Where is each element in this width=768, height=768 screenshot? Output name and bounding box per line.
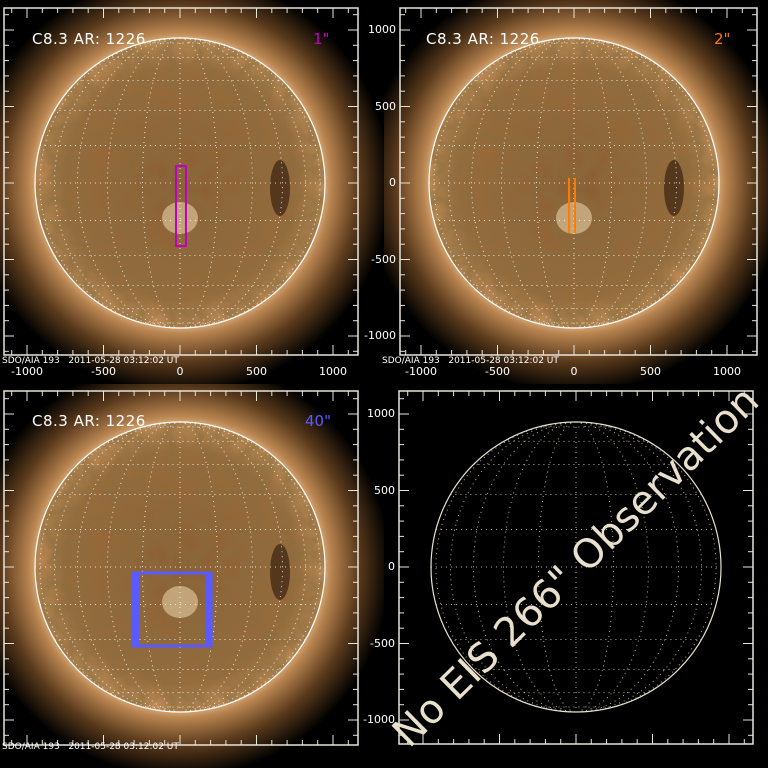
longitude-line	[107, 421, 181, 713]
longitude-line	[39, 37, 181, 329]
limb-circle	[34, 421, 326, 713]
longitude-line	[447, 37, 575, 329]
y-tick-label: 0	[389, 176, 396, 189]
longitude-line	[470, 37, 575, 329]
sun-image	[0, 384, 384, 768]
longitude-line	[575, 421, 649, 713]
axes-frame	[3, 7, 359, 356]
axes-frame	[3, 390, 359, 746]
x-tick-label: 1000	[713, 365, 741, 378]
longitude-line	[179, 37, 284, 329]
axes-frame	[399, 7, 758, 356]
longitude-line	[575, 421, 717, 713]
y-tick-label: 1000	[367, 407, 395, 420]
y-tick-label: -1000	[364, 329, 396, 342]
coronal-hole	[664, 160, 684, 216]
longitude-line	[501, 37, 575, 329]
y-tick-label: 500	[375, 99, 396, 113]
longitude-line	[53, 421, 181, 713]
slit-box	[175, 165, 187, 248]
longitude-line	[575, 421, 703, 713]
x-tick-label: 0	[570, 365, 578, 378]
longitude-line	[179, 421, 307, 713]
longitude-line	[76, 37, 181, 329]
slit-label: 2"	[714, 30, 731, 48]
y-tick-label: 0	[388, 560, 395, 573]
longitude-line	[435, 421, 577, 713]
longitude-line	[179, 421, 321, 713]
panel-2-arcsec: C8.3 AR: 1226 2" SDO/AIA 193 2011-05-28 …	[364, 0, 768, 384]
y-tick-label: 500	[374, 483, 395, 497]
panel-266-arcsec: 1000 500 0 -500 -1000	[363, 384, 768, 768]
x-tick-label: 500	[640, 365, 661, 378]
sun-image	[384, 0, 768, 384]
slit-edge	[133, 572, 140, 646]
x-tick-label: -500	[485, 365, 510, 378]
longitude-line	[76, 421, 181, 713]
empty-disk-grid	[398, 390, 754, 745]
y-tick-label: -500	[371, 252, 396, 266]
longitude-line	[107, 37, 181, 329]
longitude-line	[179, 421, 253, 713]
coronal-hole	[270, 544, 290, 600]
coronal-hole	[270, 160, 290, 216]
longitude-line	[503, 421, 577, 713]
limb-circle	[34, 37, 326, 329]
panel-40-arcsec: C8.3 AR: 1226 40" SDO/AIA 193 2011-05-28…	[0, 384, 384, 768]
y-tick-label: -500	[370, 636, 395, 650]
x-tick-label: 500	[246, 365, 267, 378]
longitude-line	[53, 37, 181, 329]
instrument-timestamp: SDO/AIA 193 2011-05-28 03:12:02 UT	[2, 742, 179, 752]
longitude-line	[179, 421, 284, 713]
x-tick-label: 1000	[319, 365, 347, 378]
longitude-line	[573, 37, 647, 329]
y-tick-label: -1000	[363, 713, 395, 726]
longitude-line	[472, 421, 577, 713]
slit-label: 40"	[305, 412, 331, 430]
x-tick-label: -1000	[11, 365, 43, 378]
longitude-line	[179, 37, 307, 329]
slit-edge	[205, 572, 212, 646]
longitude-line	[433, 37, 575, 329]
longitude-line	[573, 37, 701, 329]
longitude-line	[39, 421, 181, 713]
sun-image	[0, 0, 384, 384]
instrument-timestamp: SDO/AIA 193 2011-05-28 03:12:02 UT	[382, 356, 559, 366]
limb-circle	[428, 37, 720, 329]
panel-title: C8.3 AR: 1226	[32, 30, 146, 48]
slit-label: 1"	[313, 30, 330, 48]
panel-1-arcsec: C8.3 AR: 1226 1" SDO/AIA 193 2011-05-28 …	[0, 0, 384, 384]
longitude-line	[179, 37, 321, 329]
x-tick-label: -1000	[405, 365, 437, 378]
longitude-line	[449, 421, 577, 713]
x-tick-label: 0	[176, 365, 184, 378]
panel-title: C8.3 AR: 1226	[426, 30, 540, 48]
x-tick-label: -500	[91, 365, 116, 378]
longitude-line	[179, 37, 253, 329]
y-tick-label: 1000	[368, 23, 396, 36]
longitude-line	[575, 421, 680, 713]
limb-circle	[430, 421, 722, 713]
panel-title: C8.3 AR: 1226	[32, 412, 146, 430]
longitude-line	[573, 37, 715, 329]
longitude-line	[573, 37, 678, 329]
instrument-timestamp: SDO/AIA 193 2011-05-28 03:12:02 UT	[2, 356, 179, 366]
